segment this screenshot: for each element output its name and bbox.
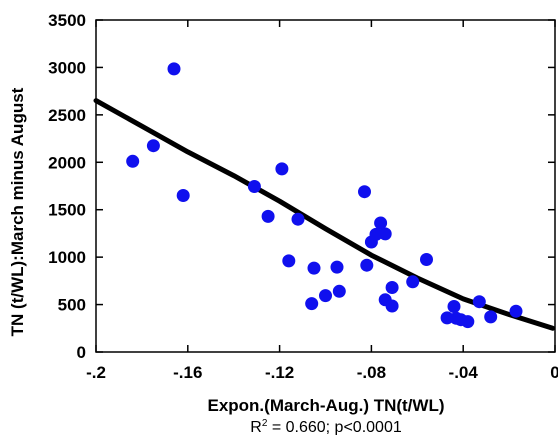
r-squared-value: = 0.660; p<0.0001 <box>267 419 401 435</box>
data-point <box>484 310 498 324</box>
data-point <box>461 315 475 329</box>
data-point <box>447 300 461 313</box>
r-squared-annotation: R2 = 0.660; p<0.0001 <box>250 418 402 435</box>
data-point <box>275 162 289 176</box>
data-point <box>176 189 190 202</box>
data-point <box>420 253 433 266</box>
y-tick-label: 1000 <box>48 248 86 267</box>
data-point <box>319 289 332 303</box>
data-point <box>385 299 399 313</box>
plot-frame <box>95 19 556 353</box>
data-point <box>291 212 305 226</box>
data-point <box>472 295 486 309</box>
data-point <box>282 254 296 268</box>
y-tick-label: 1500 <box>48 201 86 220</box>
r-squared-superscript: 2 <box>262 418 268 429</box>
data-point <box>146 139 160 153</box>
data-point <box>247 180 261 193</box>
data-point <box>358 185 371 199</box>
data-point <box>332 284 346 298</box>
data-point <box>307 261 321 275</box>
data-point <box>305 297 319 311</box>
data-point <box>385 281 399 294</box>
x-tick-label: -.16 <box>173 363 202 382</box>
y-tick-label: 3000 <box>48 58 86 77</box>
points-layer <box>126 62 523 329</box>
y-tick-label: 2000 <box>48 153 86 172</box>
y-tick-label: 2500 <box>48 106 86 125</box>
plot-border <box>95 19 556 353</box>
data-point <box>330 260 344 274</box>
data-point <box>440 311 454 325</box>
x-tick-label: -.2 <box>86 363 106 382</box>
data-point <box>369 227 383 241</box>
data-point <box>360 258 374 272</box>
x-tick-label: 0 <box>550 363 558 382</box>
data-point <box>406 275 420 289</box>
x-tick-label: -.08 <box>357 363 386 382</box>
data-point <box>261 209 275 223</box>
data-point <box>509 304 523 318</box>
y-tick-label: 3500 <box>48 11 86 30</box>
x-axis-label: Expon.(March-Aug.) TN(t/WL) <box>207 396 444 415</box>
ticks-layer: -.2 -.16 -.12 -.08 -.04 0 0 500 1000 1500 2000 2500… <box>48 11 558 382</box>
y-tick-label: 0 <box>77 343 86 362</box>
x-tick-label: -.12 <box>265 363 294 382</box>
x-tick-label: -.04 <box>449 363 479 382</box>
y-axis-label: TN (t/WL):March minus August <box>8 87 27 336</box>
data-point <box>378 227 392 241</box>
data-point <box>374 216 388 230</box>
y-tick-label: 500 <box>58 296 86 315</box>
data-point <box>126 154 140 168</box>
data-point <box>167 62 181 76</box>
r-squared-prefix: R <box>250 419 262 435</box>
